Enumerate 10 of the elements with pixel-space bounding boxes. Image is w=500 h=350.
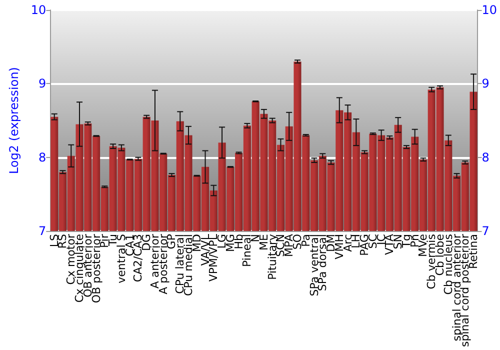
y-tick-label: 7 — [38, 224, 46, 238]
y-tick-label: 9 — [38, 76, 46, 91]
y2-tick-label: 8 — [482, 150, 490, 164]
x-tick-label: Retina — [467, 234, 480, 270]
y-tick-label: 8 — [38, 150, 46, 164]
y2-tick-label: 7 — [482, 224, 490, 238]
y2-tick-label: 10 — [482, 3, 498, 17]
y-tick-label: 10 — [30, 3, 46, 17]
y-axis-title: Log2 (expression) — [7, 67, 21, 174]
y2-tick-label: 9 — [482, 76, 490, 91]
